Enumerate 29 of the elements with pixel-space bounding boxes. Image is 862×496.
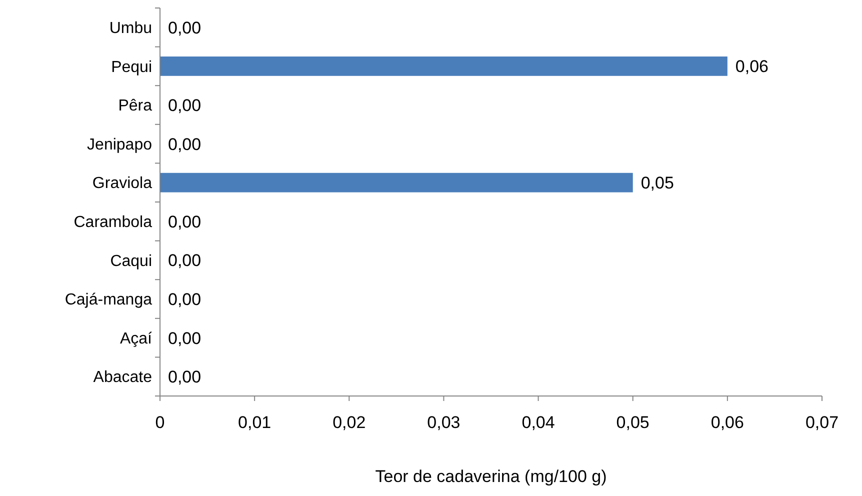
x-axis-title: Teor de cadaverina (mg/100 g) (375, 467, 607, 486)
x-tick-label: 0,05 (616, 413, 650, 432)
x-tick-label: 0,06 (710, 413, 744, 432)
x-tick-label: 0,01 (238, 413, 272, 432)
y-tick-label: Caqui (110, 252, 152, 270)
data-label: 0,00 (168, 18, 202, 38)
data-label: 0,00 (168, 368, 202, 387)
data-label: 0,00 (168, 212, 202, 232)
data-label: 0,00 (168, 96, 202, 115)
y-tick-label: Pequi (111, 58, 152, 76)
data-label: 0,00 (168, 290, 202, 309)
x-tick-label: 0,03 (427, 413, 460, 432)
x-tick-label: 0,02 (332, 413, 366, 432)
y-tick-label: Cajá-manga (64, 292, 152, 309)
y-tick-label: Carambola (74, 214, 152, 231)
x-tick-label: 0 (155, 413, 165, 432)
x-tick-label: 0,04 (522, 413, 555, 432)
x-tick-label: 0,07 (805, 413, 839, 432)
y-tick-label: Umbu (109, 20, 152, 37)
data-label: 0,00 (168, 251, 202, 270)
y-tick-label: Açaí (120, 330, 153, 348)
y-tick-label: Jenipapo (87, 136, 152, 154)
data-label: 0,00 (168, 134, 202, 154)
y-tick-label: Graviola (92, 175, 152, 192)
data-label: 0,00 (168, 328, 202, 348)
y-tick-label: Pêra (118, 98, 152, 115)
data-label: 0,05 (640, 174, 674, 193)
y-tick-label: Abacate (93, 369, 152, 386)
data-label: 0,06 (735, 57, 769, 76)
